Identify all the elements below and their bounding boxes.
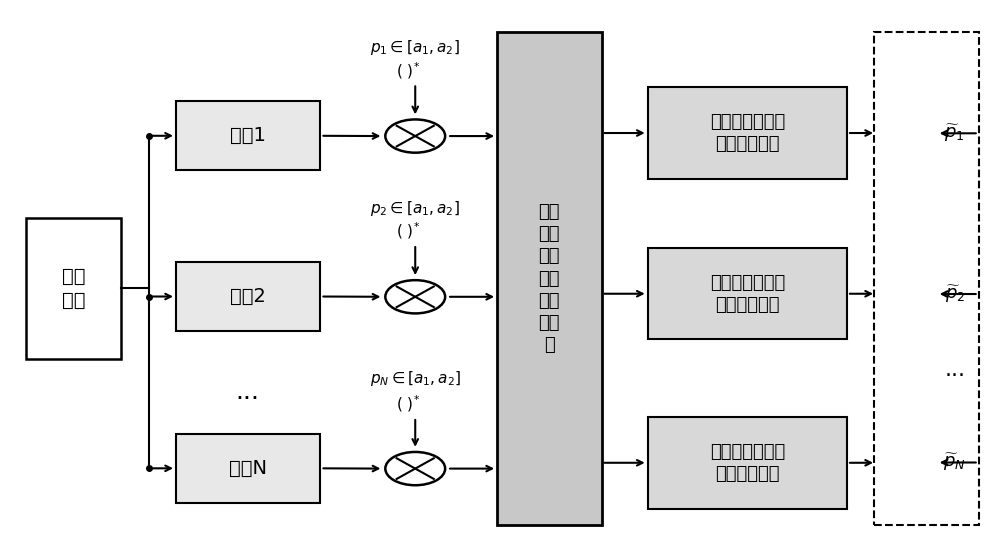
Text: $\widetilde{p}_1$: $\widetilde{p}_1$ [944,123,965,144]
Text: 选择最小距离对
应的相位因子: 选择最小距离对 应的相位因子 [710,443,785,483]
Circle shape [385,119,445,153]
Text: ...: ... [944,360,965,380]
FancyBboxPatch shape [26,218,121,359]
FancyBboxPatch shape [176,262,320,331]
Text: $p_2 \in [a_1, a_2]$: $p_2 \in [a_1, a_2]$ [370,198,460,218]
FancyBboxPatch shape [497,32,602,525]
Text: 频域
信号: 频域 信号 [62,267,85,310]
FancyBboxPatch shape [648,417,847,509]
Circle shape [385,280,445,314]
Text: 频点N: 频点N [229,459,267,478]
Text: $p_N \in [a_1, a_2]$: $p_N \in [a_1, a_2]$ [370,369,461,388]
Text: $p_1 \in [a_1, a_2]$: $p_1 \in [a_1, a_2]$ [370,38,460,57]
FancyBboxPatch shape [648,248,847,339]
Text: 选择最小距离对
应的相位因子: 选择最小距离对 应的相位因子 [710,273,785,314]
Text: 选择最小距离对
应的相位因子: 选择最小距离对 应的相位因子 [710,113,785,153]
Text: ...: ... [236,380,260,404]
Circle shape [385,452,445,485]
Text: 计算
与最
近信
号星
座点
的距
离: 计算 与最 近信 号星 座点 的距 离 [539,203,560,354]
Text: $( \ )^{*}$: $( \ )^{*}$ [396,60,420,81]
FancyBboxPatch shape [648,87,847,179]
Text: 频点1: 频点1 [230,126,266,145]
Text: $( \ )^{*}$: $( \ )^{*}$ [396,394,420,414]
FancyBboxPatch shape [874,32,979,525]
FancyBboxPatch shape [176,434,320,503]
FancyBboxPatch shape [176,101,320,170]
Text: $\widetilde{p}_2$: $\widetilde{p}_2$ [945,283,965,305]
Text: 频点2: 频点2 [230,287,266,306]
Text: $( \ )^{*}$: $( \ )^{*}$ [396,221,420,241]
Text: $\widetilde{p}_N$: $\widetilde{p}_N$ [943,452,966,473]
